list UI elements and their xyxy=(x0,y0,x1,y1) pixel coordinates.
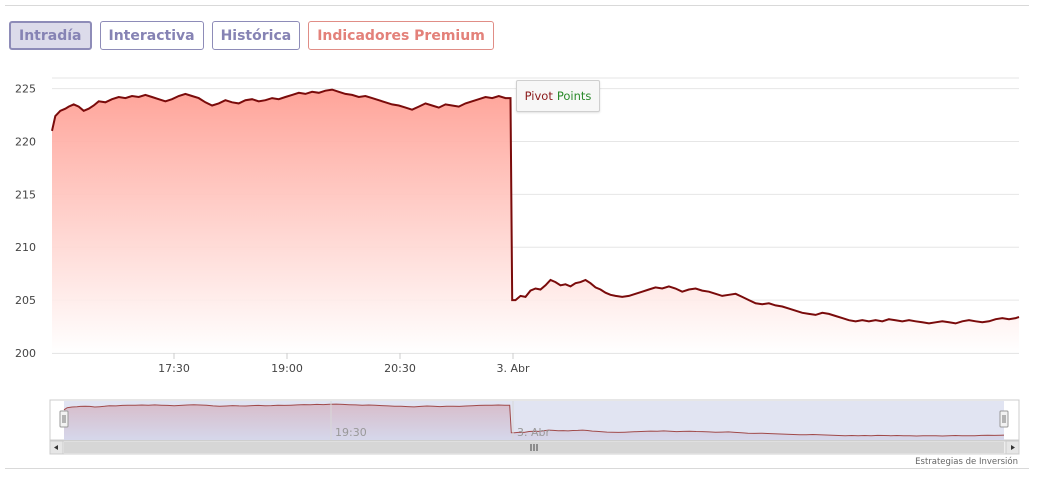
chart-tabs: Intradía Interactiva Histórica Indicador… xyxy=(9,21,494,50)
y-tick-label: 215 xyxy=(15,188,36,201)
navigator-tick-label: 3. Abr xyxy=(517,426,550,439)
tab-indicadores-premium[interactable]: Indicadores Premium xyxy=(308,21,494,50)
navigator-line xyxy=(63,403,1005,437)
navigator-right-handle[interactable] xyxy=(999,410,1009,428)
x-tick-label: 3. Abr xyxy=(496,362,529,375)
x-axis: 17:30 19:00 20:30 3. Abr xyxy=(158,353,530,375)
y-tick-label: 225 xyxy=(15,83,36,96)
scrollbar-grip-icon xyxy=(530,444,538,451)
navigator-tick-label: 19:30 xyxy=(335,426,367,439)
arrow-right-icon xyxy=(1011,445,1015,450)
y-tick-label: 205 xyxy=(15,294,36,307)
x-tick-label: 17:30 xyxy=(158,362,190,375)
navigator-axis: 19:30 3. Abr xyxy=(330,401,550,440)
chart-credit[interactable]: Estrategias de Inversión xyxy=(915,456,1018,467)
navigator-left-handle[interactable] xyxy=(59,410,69,428)
x-tick-label: 19:00 xyxy=(271,362,303,375)
y-tick-label: 220 xyxy=(15,135,36,148)
legend-word-points: Points xyxy=(556,89,592,103)
scrollbar[interactable] xyxy=(49,440,1020,455)
y-tick-label: 200 xyxy=(15,347,36,360)
y-tick-label: 210 xyxy=(15,241,36,254)
navigator[interactable]: 19:30 3. Abr xyxy=(49,399,1020,441)
tab-intradia[interactable]: Intradía xyxy=(9,21,92,50)
arrow-left-icon xyxy=(54,445,58,450)
scroll-right-button[interactable] xyxy=(1005,440,1020,455)
scroll-left-button[interactable] xyxy=(49,440,64,455)
navigator-selection[interactable] xyxy=(64,401,1004,440)
price-line[interactable] xyxy=(51,88,1020,325)
top-divider xyxy=(5,5,1029,6)
pivot-points-legend[interactable]: Pivot Points xyxy=(516,80,600,112)
legend-word-pivot: Pivot xyxy=(524,89,553,103)
bottom-divider xyxy=(5,468,1029,469)
price-area xyxy=(52,89,1019,353)
tab-historica[interactable]: Histórica xyxy=(211,21,301,50)
x-tick-label: 20:30 xyxy=(384,362,416,375)
y-axis: 200 205 210 215 220 225 xyxy=(15,83,36,360)
tab-interactiva[interactable]: Interactiva xyxy=(99,21,204,50)
